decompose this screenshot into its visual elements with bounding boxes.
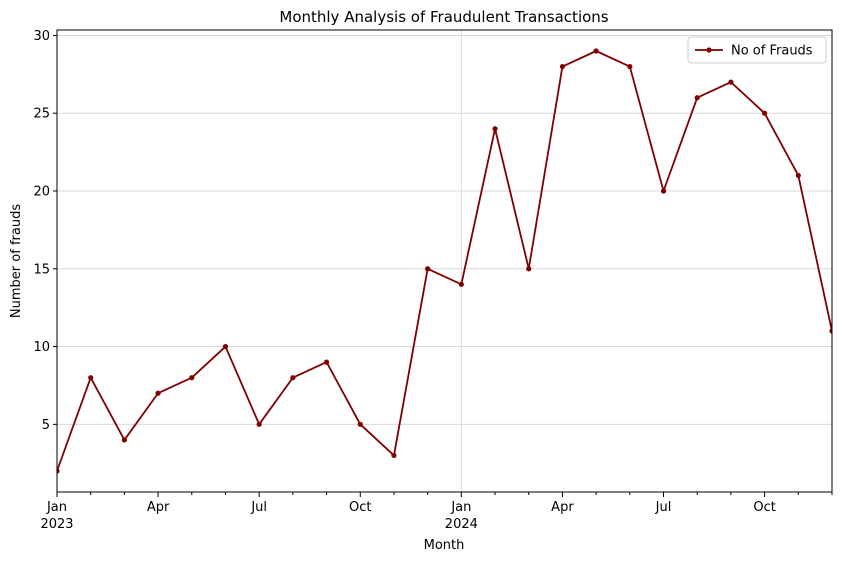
x-tick-label: Apr [551,500,574,515]
y-tick-label: 20 [33,185,50,200]
x-tick-label: Jan [46,500,67,515]
data-point [357,421,363,427]
data-point [290,375,296,381]
y-tick-label: 30 [33,29,50,44]
legend-box [687,36,827,64]
x-tick-label: Oct [753,500,775,515]
y-axis-label: Number of frauds [9,204,24,318]
data-point [425,266,431,272]
data-point [694,95,700,101]
data-point [728,79,734,85]
data-point [155,390,161,396]
data-point [88,375,94,381]
x-tick-label: Apr [147,500,170,515]
data-point [57,468,60,474]
data-point [189,375,195,381]
data-point [593,48,599,54]
x-ticks: Jan 2023 Apr Jul Oct Jan 2024 Apr Jul Oct [40,492,776,532]
x-tick-label: Oct [349,500,371,515]
data-point [762,110,768,116]
series-line [57,50,832,472]
y-tick-label: 10 [33,340,50,355]
grid [56,30,832,492]
data-point [323,359,330,365]
data-point [492,126,498,132]
data-point [121,437,127,443]
x-tick-label: Jul [655,500,672,515]
legend-marker [706,47,712,53]
y-tick-label: 5 [42,418,50,433]
data-point [660,188,667,194]
data-point [627,63,633,70]
y-tick-label: 15 [33,262,50,277]
x-tick-year-label: 2024 [445,517,478,532]
data-point [222,343,229,350]
y-ticks: 5 10 15 20 25 30 [33,29,57,433]
data-point [526,266,532,272]
data-point [559,63,566,70]
legend: No of Frauds [687,36,827,64]
x-tick-label: Jul [250,500,267,515]
data-point [795,172,801,179]
data-point [829,328,832,334]
x-axis-label: Month [424,538,465,553]
data-point [256,421,262,427]
x-tick-year-label: 2023 [40,517,73,532]
series-layer [57,48,832,474]
chart-title: Monthly Analysis of Fraudulent Transacti… [279,8,608,26]
legend-label: No of Frauds [731,44,813,59]
y-tick-label: 25 [33,107,50,122]
plot-frame [56,29,833,493]
data-point [391,452,397,459]
data-point [458,281,464,287]
x-tick-label: Jan [450,500,471,515]
